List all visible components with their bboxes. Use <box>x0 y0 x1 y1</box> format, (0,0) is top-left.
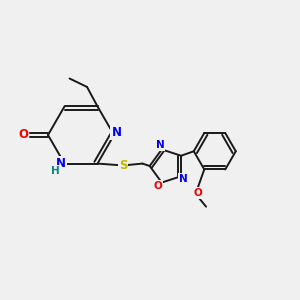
Text: N: N <box>111 126 122 139</box>
Text: N: N <box>56 157 66 170</box>
Text: H: H <box>51 166 60 176</box>
Text: O: O <box>18 128 28 142</box>
Text: N: N <box>156 140 165 150</box>
Text: N: N <box>179 174 188 184</box>
Text: S: S <box>119 159 127 172</box>
Text: O: O <box>193 188 202 198</box>
Text: O: O <box>154 181 163 190</box>
